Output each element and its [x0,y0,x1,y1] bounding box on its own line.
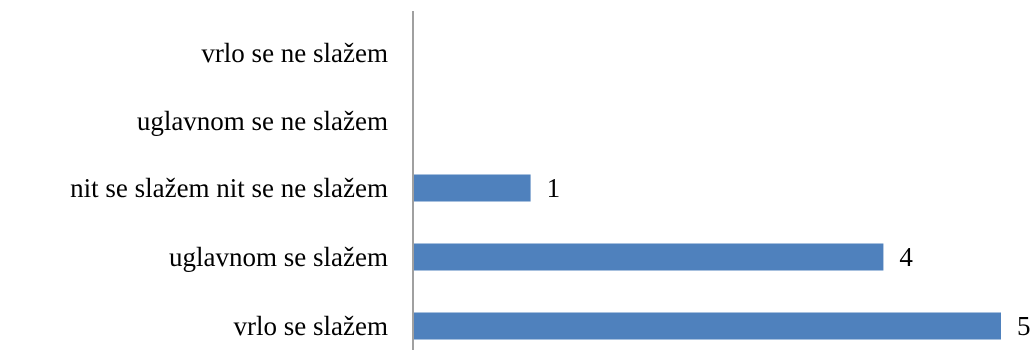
bars [414,174,1001,340]
category-labels: vrlo se ne slažem uglavnom se ne slažem ni… [70,38,388,341]
bar [414,174,531,202]
data-label: 1 [547,173,561,203]
category-label: uglavnom se slažem [169,242,388,272]
category-label: nit se slažem nit se ne slažem [70,173,388,203]
category-label: vrlo se slažem [234,311,388,341]
bar [414,312,1001,340]
category-label: uglavnom se ne slažem [137,106,388,136]
bar [414,243,884,271]
data-labels: 1 4 5 [547,173,1031,341]
data-label: 5 [1017,311,1031,341]
category-label: vrlo se ne slažem [201,38,388,68]
data-label: 4 [899,242,913,272]
